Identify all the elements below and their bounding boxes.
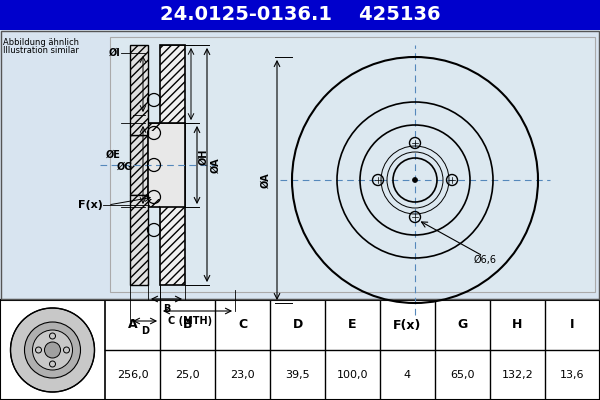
Bar — [0, 30, 600, 300]
Text: ØH: ØH — [199, 149, 209, 165]
Text: D: D — [141, 326, 149, 336]
Text: ØI: ØI — [109, 48, 121, 58]
Bar — [148, 123, 185, 207]
Bar — [0, 300, 600, 400]
Bar — [110, 37, 595, 292]
Text: 100,0: 100,0 — [337, 370, 368, 380]
Bar — [0, 0, 600, 30]
Text: H: H — [512, 318, 523, 332]
Circle shape — [25, 322, 80, 378]
Text: F(x): F(x) — [78, 200, 103, 210]
Text: Ø6,6: Ø6,6 — [473, 255, 497, 265]
Text: C: C — [238, 318, 247, 332]
Text: 23,0: 23,0 — [230, 370, 255, 380]
Text: ØG: ØG — [117, 162, 133, 172]
Text: B: B — [183, 318, 192, 332]
Text: 132,2: 132,2 — [502, 370, 533, 380]
Text: 256,0: 256,0 — [116, 370, 148, 380]
Text: D: D — [292, 318, 302, 332]
Bar — [148, 123, 160, 131]
Text: C (MTH): C (MTH) — [168, 316, 212, 326]
Text: Abbildung ähnlich: Abbildung ähnlich — [3, 38, 79, 47]
Text: ØA: ØA — [261, 172, 271, 188]
Text: 25,0: 25,0 — [175, 370, 200, 380]
Bar — [130, 135, 148, 195]
Text: F(x): F(x) — [394, 318, 422, 332]
Text: ØE: ØE — [106, 150, 121, 160]
Text: 13,6: 13,6 — [560, 370, 585, 380]
Bar — [160, 207, 185, 285]
Text: I: I — [570, 318, 575, 332]
Circle shape — [32, 330, 73, 370]
Text: 39,5: 39,5 — [285, 370, 310, 380]
Bar — [130, 45, 148, 135]
Text: 4: 4 — [404, 370, 411, 380]
Bar — [1, 31, 599, 299]
Text: 24.0125-0136.1    425136: 24.0125-0136.1 425136 — [160, 6, 440, 24]
Circle shape — [11, 308, 95, 392]
Text: ØA: ØA — [211, 157, 221, 173]
Circle shape — [44, 342, 61, 358]
Text: E: E — [348, 318, 357, 332]
Bar — [148, 199, 160, 207]
Text: A: A — [128, 318, 137, 332]
Text: G: G — [457, 318, 467, 332]
Bar — [160, 45, 185, 285]
Circle shape — [413, 178, 418, 182]
Bar — [160, 45, 185, 123]
Text: 65,0: 65,0 — [450, 370, 475, 380]
Text: Illustration similar: Illustration similar — [3, 46, 79, 55]
Text: B: B — [163, 304, 170, 314]
Bar — [130, 195, 148, 285]
